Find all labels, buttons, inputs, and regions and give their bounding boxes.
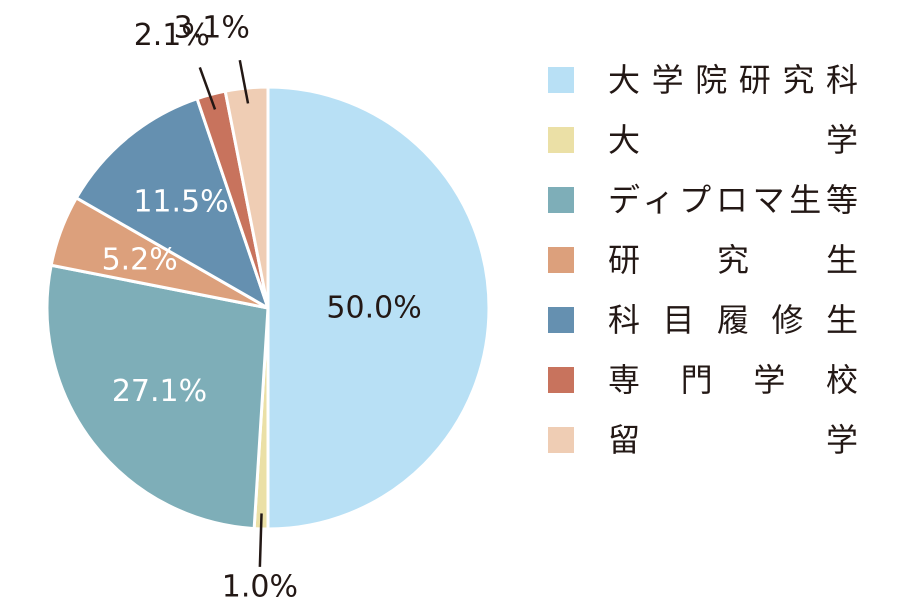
pie-slice-2 (45, 263, 270, 531)
legend-item-1: 大学 (548, 115, 868, 175)
legend-item-2: ディプロマ生等 (548, 175, 868, 235)
legend-label-3: 研究生 (608, 241, 858, 279)
pie-slice-4 (74, 97, 270, 310)
pie-slice-6 (223, 85, 270, 310)
pie-slices (45, 85, 491, 531)
data-label-3: 5.2% (102, 242, 178, 277)
legend-label-2: ディプロマ生等 (608, 181, 858, 219)
legend-swatch-6 (548, 427, 574, 453)
legend-swatch-4 (548, 307, 574, 333)
legend-swatch-0 (548, 67, 574, 93)
legend-item-6: 留学 (548, 415, 868, 475)
legend-label-0: 大学院研究科 (608, 61, 858, 99)
legend-swatch-1 (548, 127, 574, 153)
legend-label-1: 大学 (608, 121, 858, 159)
legend-label-5: 専門学校 (608, 361, 858, 399)
legend-swatch-3 (548, 247, 574, 273)
data-labels: 50.0% 1.0% 27.1% 5.2% 11.5% 2.1%3.1% (102, 11, 422, 604)
legend-label-4: 科目履修生 (608, 301, 858, 339)
data-label-0: 50.0% (326, 291, 421, 326)
legend: 大学院研究科 大学ディプロマ生等 研究生科目履修生専門学校留学 (548, 55, 868, 475)
data-label-2: 27.1% (112, 374, 207, 409)
leader-line-5 (198, 66, 217, 110)
legend-label-6: 留学 (608, 421, 858, 459)
data-label-5: 2.1% (134, 18, 210, 53)
leader-line-6 (238, 59, 250, 104)
legend-item-4: 科目履修生 (548, 295, 868, 355)
legend-item-3: 研究生 (548, 235, 868, 295)
pie-slice-0 (266, 85, 491, 531)
legend-swatch-5 (548, 367, 574, 393)
leader-line-1 (258, 513, 263, 567)
legend-item-5: 専門学校 (548, 355, 868, 415)
data-label-6: 3.1% (174, 11, 250, 46)
legend-swatch-2 (548, 187, 574, 213)
data-label-4: 11.5% (133, 185, 228, 220)
leader-lines (198, 59, 263, 567)
legend-item-0: 大学院研究科 (548, 55, 868, 115)
data-label-1: 1.0% (222, 569, 298, 600)
